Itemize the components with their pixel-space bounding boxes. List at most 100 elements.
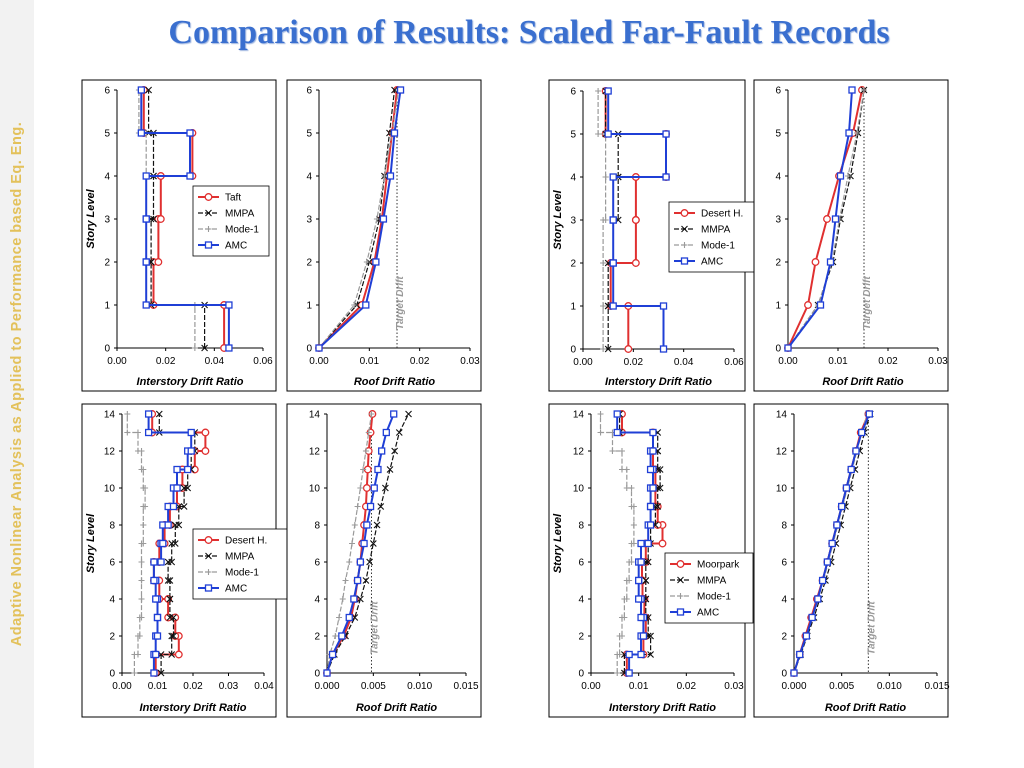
data-point [828,539,836,548]
data-point [396,86,405,94]
data-point [154,258,163,266]
x-tick-label: 0.010 [407,681,432,692]
data-point [604,130,612,138]
data-point [646,521,655,529]
data-point [345,613,353,622]
x-tick-label: 0.03 [724,681,744,692]
y-tick-label: 8 [578,521,584,532]
y-tick-label: 0 [570,345,576,356]
data-point [140,540,147,547]
data-point [168,558,176,566]
data-point [201,447,210,455]
y-tick-label: 2 [314,632,320,643]
data-point [848,86,856,94]
legend-marker [676,560,685,568]
data-point [142,215,150,223]
data-point [662,173,670,181]
data-point [374,465,382,474]
data-point [184,465,192,474]
data-point [649,447,657,455]
data-point [138,577,145,584]
data-point [175,521,183,529]
data-point [628,503,635,510]
y-tick-label: 14 [776,410,788,421]
data-point [826,258,835,266]
data-point [654,503,662,510]
data-point [360,539,368,548]
data-point [662,130,670,138]
x-tick-label: 0.000 [314,681,339,692]
data-point [166,577,174,584]
y-tick-label: 5 [570,130,576,141]
chart-panel-3: 0 1 2 3 4 5 6 0.00 0.02 0.04 0.06 Interstory Drift … [548,79,764,392]
x-tick-label: 0.04 [205,356,225,367]
data-point [184,484,192,492]
legend: Desert H. MMPA Mode-1 AMC [668,201,764,273]
x-tick-label: 0.00 [309,356,329,367]
series-mmpa [323,410,412,677]
data-point [614,670,621,676]
data-point [174,650,183,659]
data-point [390,129,399,137]
data-point [381,173,388,179]
data-point [842,484,851,492]
data-point [858,428,866,437]
data-point [370,484,378,492]
y-tick-label: 4 [781,595,787,606]
y-tick-label: 3 [104,215,110,226]
data-point [145,86,153,94]
y-tick-label: 3 [775,215,781,226]
data-point [609,448,616,454]
y-tick-label: 4 [775,172,781,183]
legend: Moorpark MMPA Mode-1 AMC [664,552,754,624]
legend-label: Mode-1 [225,225,259,236]
y-tick-label: 0 [578,669,584,680]
data-point [609,216,617,224]
legend-label: AMC [225,241,247,252]
y-tick-label: 2 [570,259,576,270]
data-point [595,131,602,137]
data-point [625,650,633,659]
y-tick-label: 12 [573,447,585,458]
data-point [166,595,174,603]
data-point [138,559,145,565]
data-point [600,303,607,309]
y-tick-label: 2 [775,258,781,269]
legend-marker [680,209,689,217]
legend-label: AMC [225,584,247,595]
data-point [854,130,860,136]
x-axis-label: Interstory Drift Ratio [137,376,244,388]
data-point [362,484,371,492]
legend-label: Mode-1 [225,568,259,579]
data-point [360,466,367,473]
data-point [647,651,654,658]
data-point [808,613,816,622]
y-tick-label: 12 [309,447,321,458]
data-point [363,521,371,529]
data-point [604,345,612,353]
data-point [656,466,664,473]
legend-label: Desert H. [701,209,743,220]
data-point [381,484,389,492]
data-point [391,447,399,455]
x-tick-label: 0.005 [829,681,854,692]
data-point [134,448,141,454]
data-point [405,410,412,418]
legend: Taft MMPA Mode-1 AMC [192,185,270,257]
data-point [818,576,827,585]
legend-label: Mode-1 [701,241,735,252]
x-axis-label: Interstory Drift Ratio [140,702,247,714]
data-point [155,410,163,418]
x-tick-label: 0.02 [410,356,430,367]
x-tick-label: 0.06 [724,357,744,368]
data-point [804,301,812,309]
chart-panel-2: 0 1 2 3 4 5 6 0.00 0.01 0.02 0.03 Roof Drift Ratio T… [286,79,482,392]
y-tick-label: 8 [781,521,787,532]
y-tick-label: 1 [570,302,576,313]
data-point [382,428,390,437]
legend-marker [677,593,684,599]
data-point [349,540,356,547]
data-point [613,428,621,437]
y-tick-label: 6 [570,87,576,98]
data-point [373,521,381,529]
